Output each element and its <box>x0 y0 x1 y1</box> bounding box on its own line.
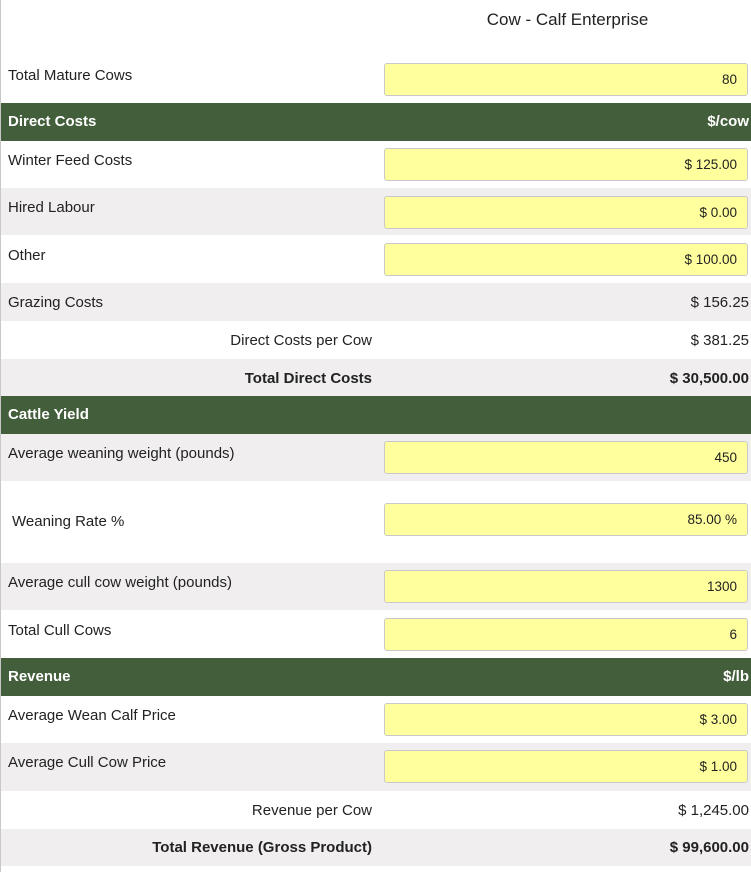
hired-labour-input[interactable] <box>384 196 748 229</box>
revenue-header: Revenue $/lb <box>1 658 751 696</box>
left-border <box>0 0 1 872</box>
row-total-direct-costs: Total Direct Costs $ 30,500.00 <box>1 359 751 396</box>
row-weaning-weight: Average weaning weight (pounds) <box>1 434 751 481</box>
total-direct-costs-value: $ 30,500.00 <box>669 370 749 387</box>
cull-cow-weight-input[interactable] <box>384 570 748 603</box>
wean-calf-price-label: Average Wean Calf Price <box>8 707 176 724</box>
total-revenue-value: $ 99,600.00 <box>669 839 749 856</box>
row-direct-costs-per-cow: Direct Costs per Cow $ 381.25 <box>1 321 751 359</box>
other-input[interactable] <box>384 243 748 276</box>
total-direct-costs-label: Total Direct Costs <box>244 370 372 387</box>
weaning-weight-input[interactable] <box>384 441 748 474</box>
direct-costs-per-cow-value: $ 381.25 <box>690 332 749 349</box>
weaning-rate-input[interactable] <box>384 503 748 536</box>
row-cull-cow-weight: Average cull cow weight (pounds) <box>1 563 751 610</box>
total-mature-cows-label: Total Mature Cows <box>8 67 133 84</box>
winter-feed-input[interactable] <box>384 148 748 181</box>
total-mature-cows-input[interactable] <box>384 63 748 96</box>
row-grazing-costs: Grazing Costs $ 156.25 <box>1 283 751 321</box>
direct-costs-per-cow-label: Direct Costs per Cow <box>230 332 372 349</box>
row-total-cull-cows: Total Cull Cows <box>1 610 751 658</box>
revenue-title: Revenue <box>8 668 71 685</box>
hired-labour-label: Hired Labour <box>8 199 95 216</box>
winter-feed-label: Winter Feed Costs <box>8 152 133 169</box>
wean-calf-price-input[interactable] <box>384 703 748 736</box>
row-weaning-rate: Weaning Rate % <box>1 481 751 563</box>
grazing-costs-label: Grazing Costs <box>8 294 104 311</box>
cattle-yield-title: Cattle Yield <box>8 406 89 423</box>
weaning-weight-label: Average weaning weight (pounds) <box>8 445 235 462</box>
cull-cow-weight-label: Average cull cow weight (pounds) <box>8 574 233 591</box>
cull-cow-price-input[interactable] <box>384 750 748 783</box>
weaning-rate-label: Weaning Rate % <box>12 513 125 530</box>
row-total-mature-cows: Total Mature Cows <box>1 56 751 103</box>
row-other: Other <box>1 235 751 283</box>
row-revenue-per-cow: Revenue per Cow $ 1,245.00 <box>1 791 751 829</box>
revenue-per-cow-value: $ 1,245.00 <box>678 802 749 819</box>
grazing-costs-value: $ 156.25 <box>690 294 749 311</box>
direct-costs-header: Direct Costs $/cow <box>1 103 751 141</box>
direct-costs-title: Direct Costs <box>8 113 97 130</box>
row-wean-calf-price: Average Wean Calf Price <box>1 696 751 743</box>
page-title: Cow - Calf Enterprise <box>486 10 649 29</box>
row-winter-feed: Winter Feed Costs <box>1 141 751 188</box>
total-revenue-label: Total Revenue (Gross Product) <box>152 839 372 856</box>
cattle-yield-header: Cattle Yield <box>1 396 751 434</box>
row-cull-cow-price: Average Cull Cow Price <box>1 743 751 791</box>
direct-costs-unit: $/cow <box>707 113 749 130</box>
row-total-revenue: Total Revenue (Gross Product) $ 99,600.0… <box>1 829 751 866</box>
total-cull-cows-label: Total Cull Cows <box>8 622 112 639</box>
other-label: Other <box>8 247 46 264</box>
row-hired-labour: Hired Labour <box>1 188 751 235</box>
total-cull-cows-input[interactable] <box>384 618 748 651</box>
cull-cow-price-label: Average Cull Cow Price <box>8 754 167 771</box>
revenue-unit: $/lb <box>723 668 749 685</box>
revenue-per-cow-label: Revenue per Cow <box>251 802 372 819</box>
